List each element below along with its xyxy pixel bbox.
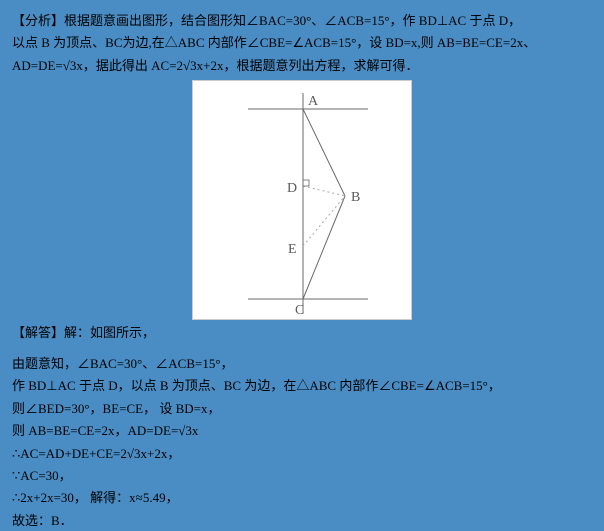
solution-label: 【解答】 — [12, 325, 64, 340]
solution-line3: 则∠BED=30°，BE=CE， 设 BD=x， — [12, 398, 592, 419]
analysis-label: 【分析】 — [12, 13, 64, 28]
label-d: D — [287, 181, 297, 196]
geometry-diagram: A D B E C — [192, 80, 412, 320]
solution-line1: 由题意知，∠BAC=30°、∠ACB=15°， — [12, 353, 592, 374]
analysis-line2: 以点 B 为顶点、BC为边,在△ABC 内部作∠CBE=∠ACB=15°，设 B… — [12, 32, 592, 53]
solution-line7: ∴2x+2x=30， 解得：x≈5.49， — [12, 487, 592, 508]
analysis-line1: 【分析】根据题意画出图形，结合图形知∠BAC=30°、∠ACB=15°，作 BD… — [12, 10, 592, 31]
label-a: A — [308, 94, 319, 109]
label-e: E — [288, 242, 297, 257]
solution-line6: ∵AC=30， — [12, 465, 592, 486]
label-c: C — [295, 303, 304, 318]
solution-intro: 【解答】解：如图所示， — [12, 322, 592, 343]
label-b: B — [351, 190, 360, 205]
analysis-line3: AD=DE=√3x，据此得出 AC=2√3x+2x，根据题意列出方程，求解可得． — [12, 55, 592, 76]
solution-line8: 故选：B． — [12, 510, 592, 531]
solution-line2: 作 BD⊥AC 于点 D，以点 B 为顶点、BC 为边，在△ABC 内部作∠CB… — [12, 375, 592, 396]
solution-line4: 则 AB=BE=CE=2x，AD=DE=√3x — [12, 420, 592, 441]
diagram-svg: A D B E C — [193, 81, 413, 321]
spacer — [12, 345, 592, 353]
solution-line5: ∴AC=AD+DE+CE=2√3x+2x， — [12, 443, 592, 464]
